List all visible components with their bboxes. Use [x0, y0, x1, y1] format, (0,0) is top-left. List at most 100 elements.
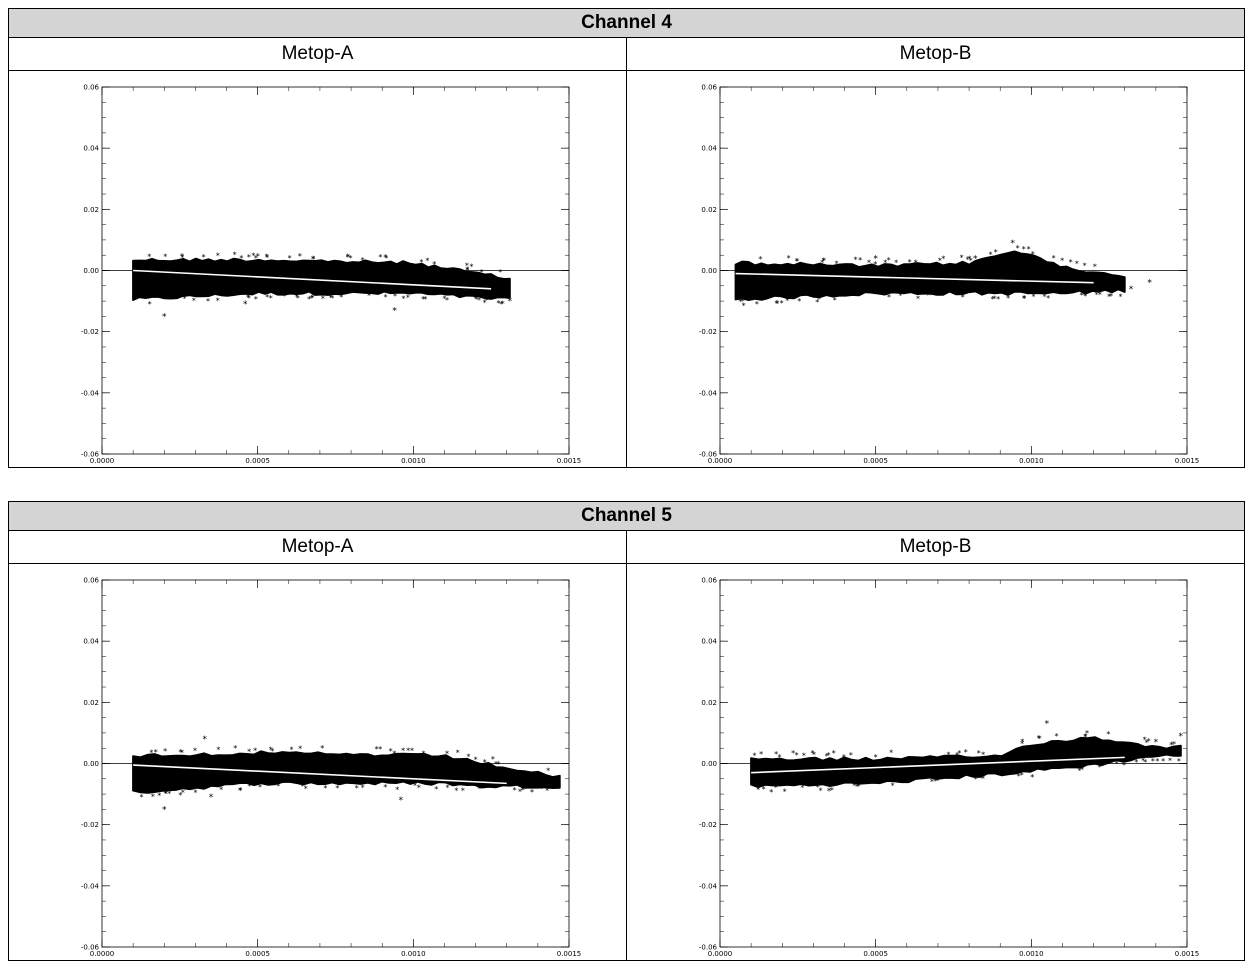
- scatter-point: *: [269, 746, 273, 755]
- scatter-point: *: [180, 254, 184, 263]
- scatter-point: *: [192, 296, 196, 305]
- x-tick-label: 0.0015: [1175, 950, 1200, 958]
- scatter-point: *: [1032, 292, 1036, 301]
- scatter-point: *: [891, 782, 895, 791]
- scatter-point: *: [1093, 263, 1097, 272]
- channel-4-title: Channel 4: [8, 8, 1245, 38]
- x-tick-label: 0.0010: [1019, 457, 1044, 465]
- scatter-point: *: [521, 786, 525, 795]
- y-tick-label: 0.00: [701, 760, 717, 768]
- scatter-point: *: [756, 785, 760, 794]
- channel-5-metop-b-label: Metop-B: [626, 530, 1245, 564]
- scatter-point: *: [1022, 295, 1026, 304]
- scatter-point: *: [423, 295, 427, 304]
- scatter-point: *: [494, 760, 498, 769]
- scatter-point: *: [867, 259, 871, 268]
- scatter-point: *: [1141, 757, 1145, 766]
- scatter-point: *: [1143, 758, 1147, 767]
- scatter-point: *: [374, 745, 378, 754]
- y-tick-label: -0.06: [699, 944, 718, 952]
- x-tick-label: 0.0000: [708, 457, 733, 465]
- scatter-point: *: [432, 260, 436, 269]
- scatter-point: *: [254, 295, 258, 304]
- scatter-point: *: [346, 252, 350, 261]
- scatter-point: *: [774, 750, 778, 759]
- scatter-point: *: [157, 791, 161, 800]
- scatter-outlier: *: [1154, 738, 1159, 748]
- scatter-point: *: [800, 783, 804, 792]
- scatter-point: *: [413, 782, 417, 791]
- scatter-point: *: [957, 749, 961, 758]
- scatter-point: *: [321, 294, 325, 303]
- y-tick-label: -0.02: [81, 328, 99, 336]
- scatter-point: *: [282, 292, 286, 301]
- scatter-outlier: *: [399, 796, 404, 806]
- channel-4-metop-a-cell: 0.06 0.04 0.02 0.00 -0.02 -0.04 -0.06 0.0000 0.0…: [8, 70, 627, 468]
- scatter-point: *: [258, 783, 262, 792]
- scatter-point: *: [216, 297, 220, 306]
- scatter-point: *: [290, 746, 294, 755]
- scatter-point: *: [908, 258, 912, 267]
- scatter-plot-ch5-metop-b: 0.06 0.04 0.02 0.00 -0.02 -0.04 -0.060.0000 0.0…: [699, 577, 1200, 959]
- scatter-density-band: [132, 257, 511, 301]
- scatter-point: *: [1098, 291, 1102, 300]
- scatter-point: *: [545, 787, 549, 796]
- scatter-point: *: [355, 784, 359, 793]
- scatter-point: *: [276, 782, 280, 791]
- scatter-point: *: [967, 254, 971, 263]
- scatter-point: *: [498, 268, 502, 277]
- scatter-point: *: [826, 751, 830, 760]
- scatter-point: *: [461, 787, 465, 796]
- fit-line: [133, 269, 492, 290]
- scatter-point: *: [417, 783, 421, 792]
- channel-5-metop-a-cell: 0.06 0.04 0.02 0.00 -0.02 -0.04 -0.06 0.0000 0.0…: [8, 563, 627, 961]
- y-tick-label: 0.00: [83, 760, 99, 768]
- scatter-point: *: [1143, 735, 1147, 744]
- scatter-point: *: [254, 254, 258, 263]
- scatter-point: *: [1031, 250, 1035, 259]
- scatter-point: *: [978, 774, 982, 783]
- channel-4-metop-a-label: Metop-A: [8, 37, 627, 71]
- scatter-point: *: [883, 258, 887, 267]
- scatter-point: *: [1145, 739, 1149, 748]
- scatter-point: *: [164, 789, 168, 798]
- x-tick-label: 0.0015: [1175, 457, 1200, 465]
- scatter-density-band: [750, 736, 1182, 788]
- scatter-point: *: [887, 293, 891, 302]
- scatter-point: *: [201, 253, 205, 262]
- scatter-point: *: [474, 295, 478, 304]
- scatter-plot-ch4-metop-a: 0.06 0.04 0.02 0.00 -0.02 -0.04 -0.060.0000 0.0…: [81, 84, 581, 466]
- scatter-point: *: [401, 295, 405, 304]
- x-tick-label: 0.0005: [863, 457, 888, 465]
- scatter-point: *: [311, 255, 315, 264]
- scatter-point: *: [246, 293, 250, 302]
- channel-5-metop-a-label: Metop-A: [8, 530, 627, 564]
- scatter-point: *: [941, 254, 945, 263]
- scatter-point: *: [163, 789, 167, 798]
- scatter-point: *: [265, 253, 269, 262]
- scatter-point: *: [233, 250, 237, 259]
- scatter-point: *: [817, 295, 821, 304]
- scatter-point: *: [1055, 732, 1059, 741]
- scatter-outlier: *: [827, 787, 832, 797]
- scatter-point: *: [1020, 738, 1024, 747]
- scatter-point: *: [974, 775, 978, 784]
- scatter-point: *: [812, 750, 816, 759]
- scatter-point: *: [239, 254, 243, 263]
- y-tick-label: -0.06: [81, 451, 100, 459]
- scatter-point: *: [304, 784, 308, 793]
- scatter-point: *: [419, 258, 423, 267]
- scatter-point: *: [1107, 292, 1111, 301]
- scatter-point: *: [935, 776, 939, 785]
- scatter-point: *: [180, 748, 184, 757]
- scatter-point: *: [1168, 757, 1172, 766]
- scatter-point: *: [392, 749, 396, 758]
- scatter-point: *: [512, 786, 516, 795]
- y-tick-label: 0.00: [83, 267, 99, 275]
- scatter-point: *: [406, 747, 410, 756]
- scatter-point: *: [238, 786, 242, 795]
- scatter-point: *: [180, 252, 184, 261]
- scatter-point: *: [401, 747, 405, 756]
- scatter-point: *: [546, 767, 550, 776]
- scatter-point: *: [383, 253, 387, 262]
